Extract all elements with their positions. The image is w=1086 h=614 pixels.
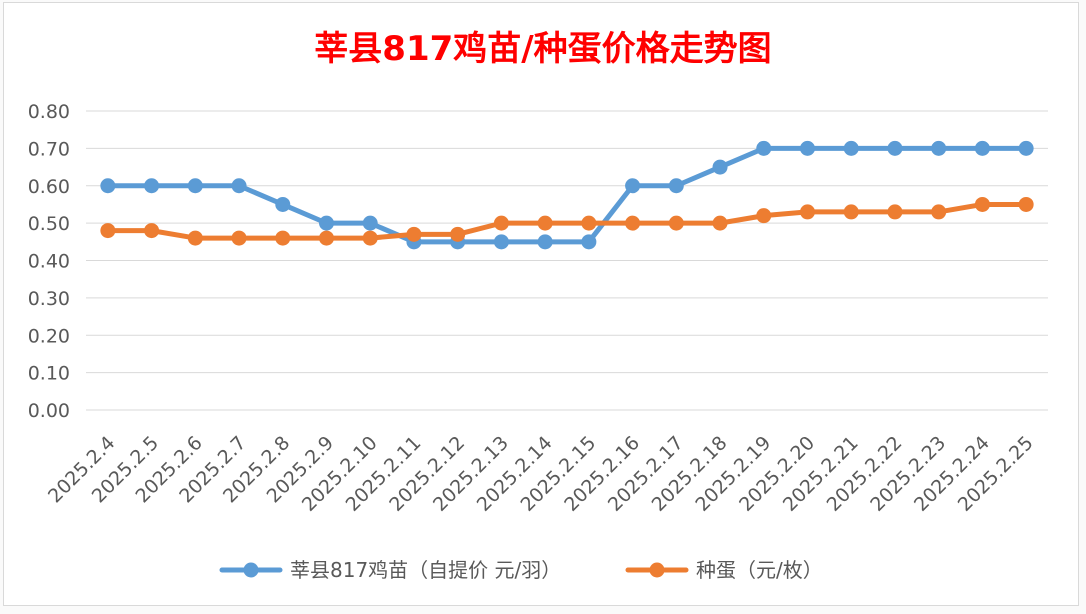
- data-point: [275, 230, 291, 246]
- chart-area[interactable]: [3, 2, 1079, 606]
- data-point: [144, 178, 160, 194]
- series-1: [100, 140, 1034, 250]
- data-point: [668, 215, 684, 231]
- data-point: [362, 215, 378, 231]
- data-point: [319, 215, 334, 231]
- series-lines: [100, 140, 1034, 250]
- data-point: [231, 230, 247, 246]
- legend-item-1[interactable]: 莘县817鸡苗（自提价 元/羽）: [219, 558, 561, 582]
- data-point: [756, 208, 772, 224]
- data-point: [362, 230, 378, 246]
- chart-title: 莘县817鸡苗/种蛋价格走势图: [314, 29, 771, 69]
- data-point: [537, 234, 553, 250]
- series-line: [105, 145, 1029, 245]
- data-point: [1018, 140, 1034, 156]
- data-point: [231, 178, 247, 194]
- x-axis-ticks: 2025.2.42025.2.52025.2.62025.2.72025.2.8…: [44, 432, 1038, 516]
- legend-label: 种蛋（元/枚）: [696, 558, 823, 582]
- data-point: [843, 204, 859, 220]
- data-point: [756, 140, 772, 156]
- data-point: [1018, 196, 1034, 212]
- y-tick-label: 0.70: [28, 138, 70, 160]
- y-tick-label: 0.10: [28, 363, 70, 385]
- y-tick-label: 0.20: [28, 325, 70, 347]
- series-line: [105, 201, 1029, 241]
- y-axis-ticks: 0.00 0.10 0.20 0.30 0.40 0.50 0.60 0.70 0.80: [28, 101, 70, 422]
- data-point: [450, 226, 466, 242]
- data-point: [931, 204, 947, 220]
- data-point: [319, 230, 334, 246]
- data-point: [100, 178, 116, 194]
- legend-marker: [649, 562, 665, 578]
- data-point: [406, 226, 422, 242]
- data-point: [187, 230, 203, 246]
- data-point: [712, 159, 728, 175]
- y-tick-label: 0.80: [28, 101, 70, 123]
- data-point: [887, 140, 903, 156]
- legend-item-2[interactable]: 种蛋（元/枚）: [625, 558, 823, 582]
- data-point: [887, 204, 903, 220]
- data-point: [581, 234, 597, 250]
- data-point: [668, 178, 684, 194]
- data-point: [800, 140, 815, 156]
- data-point: [537, 215, 553, 231]
- data-point: [625, 215, 641, 231]
- legend-label: 莘县817鸡苗（自提价 元/羽）: [290, 558, 561, 582]
- data-point: [581, 215, 597, 231]
- data-point: [493, 215, 509, 231]
- data-point: [275, 196, 291, 212]
- y-tick-label: 0.50: [28, 213, 70, 235]
- legend-marker: [243, 562, 259, 578]
- y-tick-label: 0.30: [28, 288, 70, 310]
- legend[interactable]: 莘县817鸡苗（自提价 元/羽） 种蛋（元/枚）: [219, 558, 823, 582]
- y-tick-label: 0.40: [28, 251, 70, 273]
- data-point: [843, 140, 859, 156]
- series-2: [100, 196, 1034, 246]
- y-tick-label: 0.00: [28, 400, 70, 422]
- data-point: [800, 204, 815, 220]
- gridlines: [86, 110, 1048, 411]
- data-point: [931, 140, 947, 156]
- data-point: [974, 196, 990, 212]
- data-point: [712, 215, 728, 231]
- data-point: [144, 223, 160, 239]
- data-point: [625, 178, 641, 194]
- y-tick-label: 0.60: [28, 176, 70, 198]
- data-point: [100, 223, 116, 239]
- data-point: [493, 234, 509, 250]
- data-point: [974, 140, 990, 156]
- data-point: [187, 178, 203, 194]
